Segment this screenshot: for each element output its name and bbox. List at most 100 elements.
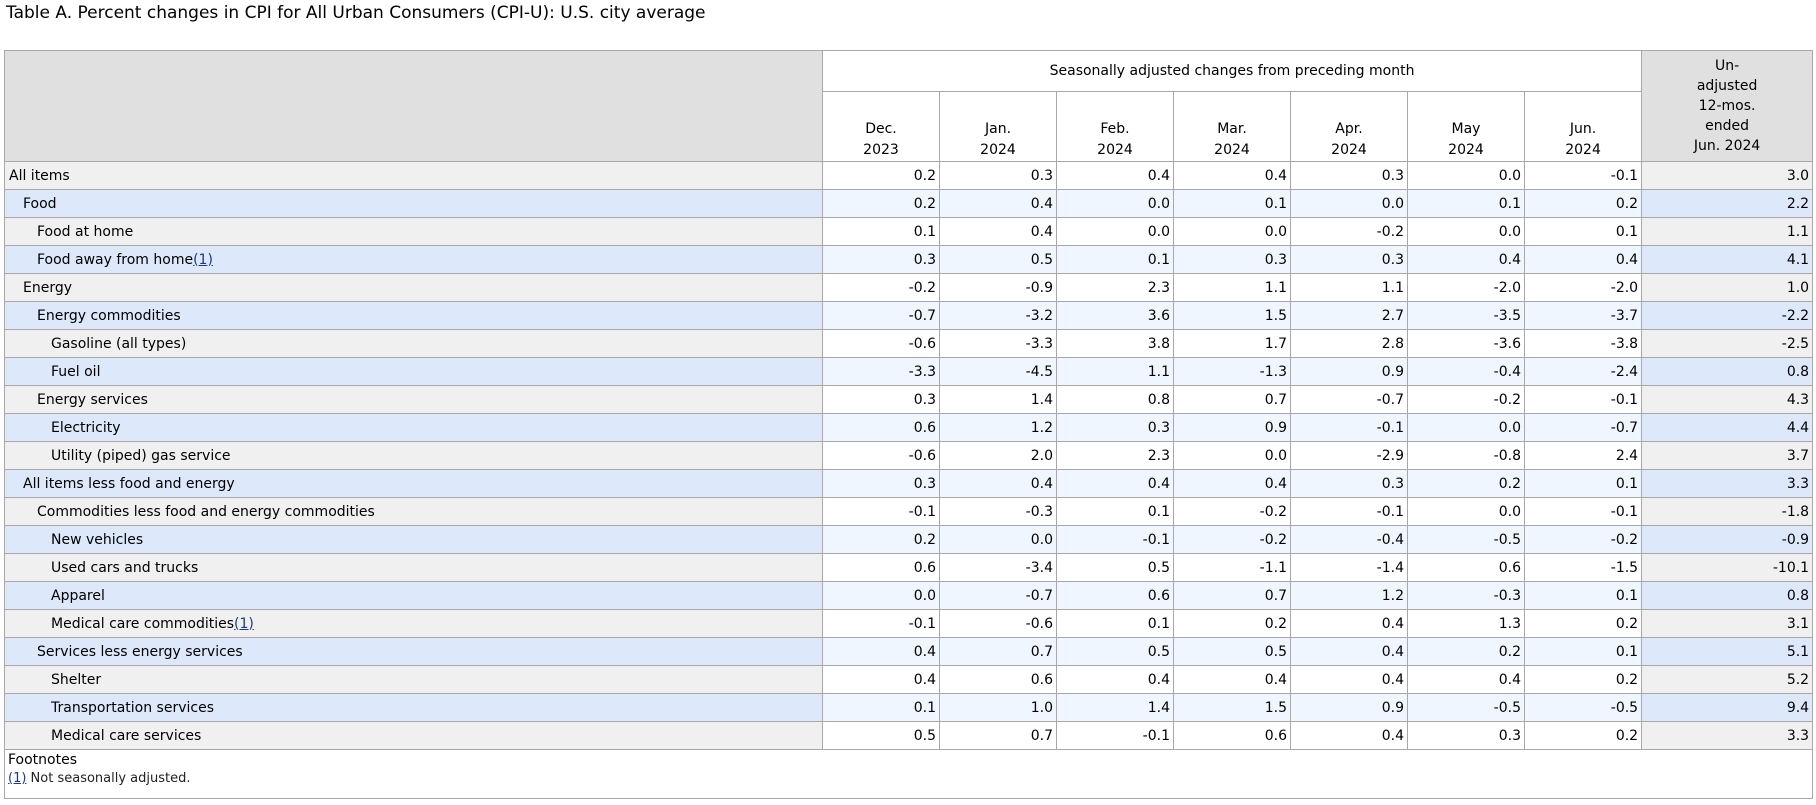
month-header: Feb. 2024 — [1056, 91, 1174, 162]
row-label: Medical care commodities(1) — [4, 609, 823, 638]
seasonal-group-header: Seasonally adjusted changes from precedi… — [821, 50, 1643, 92]
value-cell: 0.6 — [822, 553, 940, 582]
footnote-link[interactable]: (1) — [234, 615, 254, 632]
value-cell: 0.3 — [939, 161, 1057, 190]
value-cell: -0.6 — [822, 441, 940, 470]
unadjusted-value-cell: -1.8 — [1641, 497, 1814, 526]
value-cell: -0.7 — [939, 581, 1057, 610]
value-cell: 1.1 — [1173, 273, 1291, 302]
value-cell: 1.1 — [1056, 357, 1174, 386]
value-cell: 0.2 — [1523, 721, 1643, 750]
unadjusted-value-cell: 3.0 — [1641, 161, 1814, 190]
value-cell: -0.1 — [822, 497, 940, 526]
value-cell: 0.2 — [822, 189, 940, 218]
value-cell: 0.1 — [822, 693, 940, 722]
table-row: Food away from home(1) 0.3 0.5 0.1 0.3 0.3 0.4… — [4, 245, 1814, 274]
value-cell: -0.5 — [1407, 525, 1525, 554]
row-label: New vehicles — [4, 525, 823, 554]
table-row: Energy services 0.3 1.4 0.8 0.7 -0.7 -0.2 -0.1 4… — [4, 385, 1814, 414]
footnote-1-link[interactable]: (1) — [8, 771, 27, 786]
value-cell: 0.9 — [1290, 693, 1408, 722]
value-cell: -3.8 — [1523, 329, 1643, 358]
value-cell: -1.1 — [1173, 553, 1291, 582]
value-cell: -0.8 — [1407, 441, 1525, 470]
row-label: Used cars and trucks — [4, 553, 823, 582]
value-cell: 0.4 — [939, 469, 1057, 498]
cpi-table: Seasonally adjusted changes from precedi… — [3, 50, 1814, 799]
value-cell: -0.7 — [822, 301, 940, 330]
value-cell: -4.5 — [939, 357, 1057, 386]
value-cell: 0.2 — [1523, 189, 1643, 218]
value-cell: 0.0 — [1407, 413, 1525, 442]
value-cell: 0.4 — [1290, 609, 1408, 638]
value-cell: -1.4 — [1290, 553, 1408, 582]
value-cell: -3.3 — [822, 357, 940, 386]
value-cell: -0.6 — [822, 329, 940, 358]
footnote-item: (1) Not seasonally adjusted. — [8, 770, 1809, 788]
value-cell: 1.7 — [1173, 329, 1291, 358]
row-label: Services less energy services — [4, 637, 823, 666]
table-row: Energy commodities -0.7 -3.2 3.6 1.5 2.7 -3.5-… — [4, 301, 1814, 330]
value-cell: -0.7 — [1290, 385, 1408, 414]
value-cell: -0.5 — [1523, 693, 1643, 722]
row-label: Gasoline (all types) — [4, 329, 823, 358]
value-cell: -3.4 — [939, 553, 1057, 582]
value-cell: -0.1 — [822, 609, 940, 638]
value-cell: 0.4 — [939, 189, 1057, 218]
row-label: All items less food and energy — [4, 469, 823, 498]
row-label: Energy commodities — [4, 301, 823, 330]
table-row: Used cars and trucks 0.6 -3.4 0.5 -1.1 -1.4 0.… — [4, 553, 1814, 582]
unadjusted-value-cell: 3.1 — [1641, 609, 1814, 638]
table-row: Transportation services 0.1 1.0 1.4 1.5 0.9 -0… — [4, 693, 1814, 722]
value-cell: -2.0 — [1523, 273, 1643, 302]
value-cell: 1.4 — [1056, 693, 1174, 722]
value-cell: 1.4 — [939, 385, 1057, 414]
row-label: Commodities less food and energy commodi… — [4, 497, 823, 526]
table-row: Energy -0.2 -0.9 2.3 1.1 1.1 -2.0 -2.0 1.0 — [4, 273, 1814, 302]
value-cell: -0.1 — [1290, 413, 1408, 442]
table-row: New vehicles 0.2 0.0 -0.1 -0.2 -0.4 -0.5 -0.2 -0… — [4, 525, 1814, 554]
value-cell: 0.0 — [1290, 189, 1408, 218]
value-cell: 0.3 — [1290, 469, 1408, 498]
value-cell: 0.5 — [1173, 637, 1291, 666]
row-label: Medical care services — [4, 721, 823, 750]
unadjusted-value-cell: -10.1 — [1641, 553, 1814, 582]
footnotes-section: Footnotes (1) Not seasonally adjusted. — [3, 749, 1814, 799]
row-label: Apparel — [4, 581, 823, 610]
value-cell: 0.2 — [822, 525, 940, 554]
month-header: Apr. 2024 — [1290, 91, 1408, 162]
unadjusted-header: Un- adjusted 12-mos. ended Jun. 2024 — [1641, 50, 1814, 162]
value-cell: -0.7 — [1523, 413, 1643, 442]
table-row: Food at home 0.1 0.4 0.0 0.0 -0.2 0.0 0.1 1.1 — [4, 217, 1814, 246]
value-cell: 1.3 — [1407, 609, 1525, 638]
value-cell: 2.8 — [1290, 329, 1408, 358]
unadjusted-value-cell: 1.0 — [1641, 273, 1814, 302]
value-cell: 1.2 — [939, 413, 1057, 442]
value-cell: 0.5 — [1056, 637, 1174, 666]
value-cell: 0.4 — [1173, 161, 1291, 190]
table-row: Shelter 0.4 0.6 0.4 0.4 0.4 0.4 0.2 5.2 — [4, 665, 1814, 694]
value-cell: 0.0 — [822, 581, 940, 610]
table-caption: Table A. Percent changes in CPI for All … — [6, 3, 706, 23]
unadjusted-value-cell: 5.2 — [1641, 665, 1814, 694]
value-cell: 0.2 — [1523, 665, 1643, 694]
value-cell: -0.2 — [1523, 525, 1643, 554]
value-cell: 0.0 — [1056, 189, 1174, 218]
value-cell: 0.1 — [1523, 581, 1643, 610]
value-cell: 0.4 — [1290, 721, 1408, 750]
value-cell: 0.4 — [1173, 469, 1291, 498]
value-cell: -0.1 — [1056, 525, 1174, 554]
table-row: Medical care services 0.5 0.7 -0.1 0.6 0.4 0.3… — [4, 721, 1814, 750]
footnote-1-text: Not seasonally adjusted. — [26, 771, 191, 786]
value-cell: 0.1 — [1523, 469, 1643, 498]
value-cell: -0.9 — [939, 273, 1057, 302]
value-cell: -0.1 — [1290, 497, 1408, 526]
value-cell: -0.2 — [1407, 385, 1525, 414]
value-cell: 0.7 — [939, 721, 1057, 750]
unadjusted-value-cell: -2.5 — [1641, 329, 1814, 358]
unadjusted-value-cell: 2.2 — [1641, 189, 1814, 218]
value-cell: 1.1 — [1290, 273, 1408, 302]
value-cell: 0.1 — [1056, 497, 1174, 526]
value-cell: 0.2 — [1407, 637, 1525, 666]
footnote-link[interactable]: (1) — [193, 251, 213, 268]
